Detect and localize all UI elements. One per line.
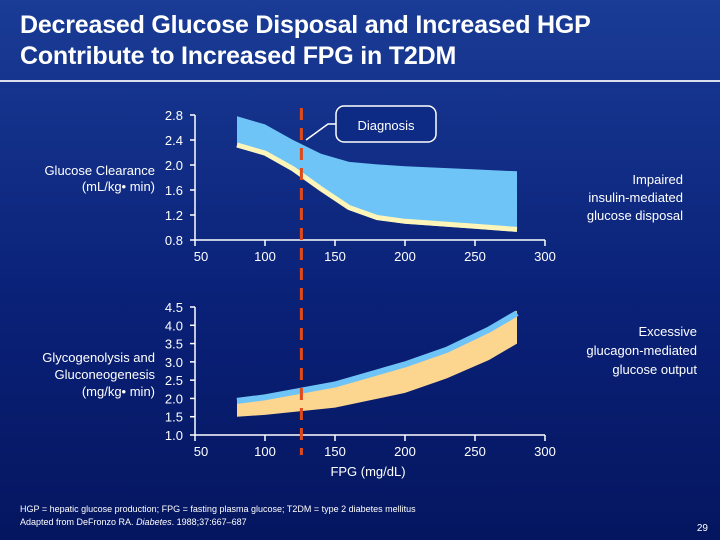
x-tick-label-0: 150: [324, 249, 346, 264]
top-chart: Glucose Clearance (mL/kg• min) 2.8 2.4 2.0…: [44, 105, 683, 264]
x-tick-label-0: 50: [194, 249, 208, 264]
footnote: HGP = hepatic glucose production; FPG = …: [20, 503, 416, 529]
x-tick-label-1: 50: [194, 444, 208, 459]
side-annotation-line-0: glucose disposal: [587, 208, 683, 223]
x-tick-label-0: 300: [534, 249, 556, 264]
top-ylabel-line-1: Glucose Clearance: [44, 163, 155, 178]
x-tick-label-1: 250: [464, 444, 486, 459]
slide-title: Decreased Glucose Disposal and Increased…: [20, 10, 710, 72]
footnote-suffix: . 1988;37:667–687: [171, 517, 247, 527]
y-tick-label-1: 3.5: [165, 337, 183, 352]
x-tick-label-1: 300: [534, 444, 556, 459]
bottom-ylabel-line: Glycogenolysis and: [42, 350, 155, 365]
bottom-ylabel-line: (mg/kg• min): [82, 384, 155, 399]
top-side-annotation: Impaired insulin-mediated glucose disposal: [587, 172, 683, 223]
side-annotation-line-1: glucose output: [612, 362, 697, 377]
band-lower-edge-0: [236, 142, 518, 232]
diagnosis-callout: Diagnosis: [305, 105, 437, 143]
bottom-xlabel: FPG (mg/dL): [330, 464, 405, 479]
side-annotation-line-1: glucagon-mediated: [586, 343, 697, 358]
y-tick-label-0: 2.4: [165, 133, 183, 148]
y-tick-label-0: 0.8: [165, 233, 183, 248]
bottom-plot-area: 4.5 4.0 3.5 3.0 2.5 2.0 1.5 1.0 50 100 150 200 250 30…: [165, 300, 556, 459]
y-tick-label-1: 1.0: [165, 428, 183, 443]
bottom-ylabel: Glycogenolysis and Gluconeogenesis (mg/kg•…: [42, 350, 155, 399]
data-band-0: [237, 116, 517, 232]
title-divider: [0, 80, 720, 82]
x-tick-label-1: 200: [394, 444, 416, 459]
y-tick-label-1: 1.5: [165, 410, 183, 425]
band-upper-edge-1: [236, 310, 519, 404]
x-tick-label-0: 100: [254, 249, 276, 264]
footnote-abbreviations: HGP = hepatic glucose production; FPG = …: [20, 504, 416, 514]
y-tick-label-1: 4.5: [165, 300, 183, 315]
top-plot-area: 2.8 2.4 2.0 1.6 1.2 0.8 50 100 150 200 250 300: [165, 108, 556, 264]
side-annotation-line-0: insulin-mediated: [588, 190, 683, 205]
x-tick-label-0: 200: [394, 249, 416, 264]
bottom-side-annotation: Excessive glucagon-mediated glucose output: [586, 324, 697, 377]
y-tick-label-1: 3.0: [165, 355, 183, 370]
bottom-chart: Glycogenolysis and Gluconeogenesis (mg/kg•…: [42, 300, 697, 479]
diagnosis-label: Diagnosis: [357, 118, 415, 133]
y-tick-label-1: 2.5: [165, 373, 183, 388]
x-tick-label-0: 250: [464, 249, 486, 264]
side-annotation-line-0: Impaired: [632, 172, 683, 187]
footnote-prefix: Adapted from DeFronzo RA.: [20, 517, 137, 527]
bottom-ylabel-line: Gluconeogenesis: [55, 367, 156, 382]
top-ylabel-line-2: (mL/kg• min): [82, 179, 155, 194]
y-tick-label-0: 2.8: [165, 108, 183, 123]
y-tick-label-0: 1.2: [165, 208, 183, 223]
y-tick-label-0: 1.6: [165, 183, 183, 198]
x-tick-label-1: 150: [324, 444, 346, 459]
y-tick-label-1: 2.0: [165, 391, 183, 406]
side-annotation-line-1: Excessive: [638, 324, 697, 339]
page-number: 29: [696, 523, 708, 534]
footnote-journal: Diabetes: [136, 517, 172, 527]
title-line-2: Contribute to Increased FPG in T2DM: [20, 42, 457, 70]
y-tick-label-0: 2.0: [165, 158, 183, 173]
diagnosis-callout-leader: [305, 123, 336, 141]
x-tick-label-1: 100: [254, 444, 276, 459]
y-tick-label-1: 4.0: [165, 318, 183, 333]
footnote-reference: Adapted from DeFronzo RA. Diabetes. 1988…: [20, 516, 416, 529]
title-line-1: Decreased Glucose Disposal and Increased…: [20, 11, 591, 39]
data-band-1: [237, 310, 517, 417]
